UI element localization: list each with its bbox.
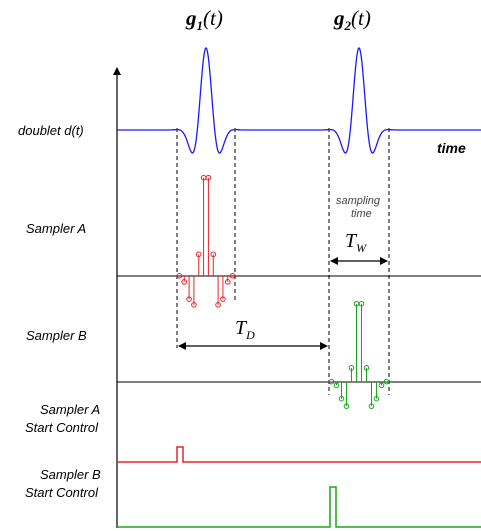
time-label: time [437,140,466,156]
tw-label: TW [345,230,367,255]
sample-point [348,365,355,371]
sample-point [328,378,335,385]
g2-label: g2(t) [333,6,371,33]
sample-point [378,382,385,389]
td-label: TD [235,317,255,342]
doublet-waveform [117,47,481,154]
sample-point [191,302,197,308]
sample-point [181,279,188,285]
sampler-a-start-label-line2: Start Control [25,420,99,435]
doublet-label: doublet d(t) [18,123,84,138]
sample-point [176,272,183,279]
sample-point [363,365,370,371]
sample-point [195,251,202,258]
sample-point [215,302,221,308]
sampler-b-start-trace [117,486,481,528]
sample-point [220,296,226,302]
sample-point [358,300,365,307]
g1-label: g1(t) [185,6,223,33]
sample-point [333,382,340,389]
sample-point [186,296,192,302]
sample-point [338,395,345,402]
sampling-label-line2: time [351,208,372,220]
sample-point [229,272,236,279]
sampler-a-samples [176,174,236,308]
sampler-b-samples [328,300,390,409]
sample-point [368,403,375,409]
sampler-b-start-label-line1: Sampler B [40,467,101,482]
sample-point [383,378,390,385]
sampling-label-line1: sampling [336,195,381,207]
sampler-b-start-label-line2: Start Control [25,485,99,500]
sample-point [343,403,350,409]
sampler-a-start-label-line1: Sampler A [40,402,100,417]
sample-point [205,174,212,181]
sampler-b-label: Sampler B [26,328,87,343]
sampler-a-label: Sampler A [26,221,86,236]
sample-point [210,251,217,258]
sample-point [224,279,231,285]
sample-point [373,395,380,402]
sampler-a-start-trace [117,446,481,463]
